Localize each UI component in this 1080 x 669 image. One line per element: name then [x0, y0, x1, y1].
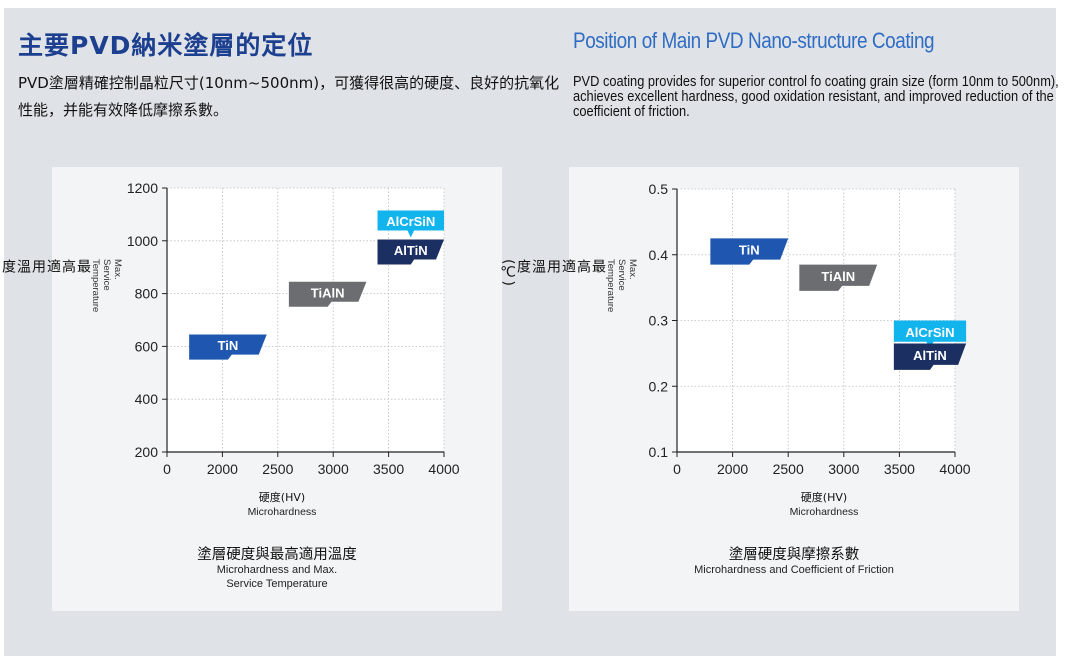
- marker-tialn: TiAlN: [799, 264, 878, 291]
- x-axis-label-cn: 硬度(HV): [258, 491, 306, 504]
- y-tick-label: 0.5: [649, 181, 669, 197]
- x-axis-label-en: Microhardness: [247, 506, 317, 518]
- title-chinese: 主要PVD納米塗層的定位: [18, 31, 314, 60]
- marker-label-altin: AlTiN: [394, 243, 428, 258]
- chart-caption-en-line2: Service Temperature: [226, 578, 328, 590]
- x-tick-label: 3500: [373, 461, 404, 477]
- y-tick-label: 800: [135, 286, 159, 302]
- marker-label-tialn: TiAlN: [311, 285, 345, 300]
- y-tick-label: 0.1: [649, 444, 669, 460]
- x-tick-label: 4000: [428, 461, 459, 477]
- x-tick-label: 2000: [207, 461, 238, 477]
- y-axis-label-cn: 最高適用溫度(℃): [0, 259, 91, 286]
- marker-tin: TiN: [189, 334, 267, 360]
- marker-label-alcrsin: AlCrSiN: [386, 214, 435, 229]
- marker-tin: TiN: [710, 238, 789, 265]
- x-tick-label: 0: [673, 461, 681, 477]
- x-tick-label: 2000: [717, 461, 748, 477]
- description-english: PVD coating provides for superior contro…: [573, 74, 1059, 120]
- chart-card-temperature: 200 400 600 800 1000 1200 0 2000 2500 3000 3500 400…: [0, 167, 502, 611]
- chart-temperature: 200 400 600 800 1000 1200 0 2000 2500 3000 3500 400…: [127, 180, 460, 477]
- y-axis-label-cn: 最高適用溫度(℃): [500, 259, 606, 286]
- y-tick-label: 600: [135, 338, 159, 354]
- plot-area: [167, 188, 444, 452]
- chart-caption-cn: 塗層硬度與最高適用溫度: [197, 547, 357, 563]
- marker-alcrsin: AlCrSiN: [377, 210, 444, 238]
- description-chinese: PVD塗層精確控制晶粒尺寸(10nm~500nm)，可獲得很高的硬度、良好的抗氧…: [18, 74, 560, 119]
- marker-label-tin: TiN: [218, 338, 239, 353]
- chart-card-friction: 0.1 0.2 0.3 0.4 0.5 0 2000 2500 3000 3500 4000 TiN T…: [500, 167, 1019, 611]
- marker-label-alcrsin: AlCrSiN: [905, 325, 954, 340]
- marker-shape-tin: [189, 334, 267, 360]
- marker-alcrsin: AlCrSiN: [893, 320, 967, 349]
- x-tick-label: 3000: [828, 461, 859, 477]
- marker-shape-alcrsin: [377, 210, 444, 238]
- marker-shape-tin: [710, 238, 789, 265]
- y-axis-label-en: Max. Service Temperature: [605, 259, 638, 313]
- x-axis-label-cn: 硬度(HV): [800, 491, 848, 504]
- chart-friction: 0.1 0.2 0.3 0.4 0.5 0 2000 2500 3000 3500 4000 TiN T…: [649, 181, 971, 477]
- y-tick-label: 200: [135, 444, 159, 460]
- marker-shape-tialn: [799, 264, 878, 291]
- marker-altin: AlTiN: [377, 239, 444, 265]
- x-tick-label: 0: [163, 461, 171, 477]
- marker-shape-altin: [377, 239, 444, 265]
- x-tick-label: 3000: [318, 461, 349, 477]
- y-tick-label: 1200: [127, 180, 158, 196]
- x-tick-label: 4000: [939, 461, 970, 477]
- marker-label-tin: TiN: [739, 243, 760, 258]
- marker-shape-alcrsin: [893, 320, 967, 349]
- x-axis-label-en: Microhardness: [789, 506, 859, 518]
- marker-shape-altin: [893, 343, 967, 370]
- marker-label-tialn: TiAlN: [821, 269, 855, 284]
- chart-caption-en-line1: Microhardness and Max.: [216, 564, 338, 576]
- title-english: Position of Main PVD Nano-structure Coat…: [573, 28, 935, 53]
- x-tick-label: 3500: [884, 461, 915, 477]
- y-tick-label: 400: [135, 391, 159, 407]
- marker-shape-tialn: [288, 281, 367, 307]
- x-tick-label: 2500: [773, 461, 804, 477]
- marker-tialn: TiAlN: [288, 281, 367, 307]
- chart-caption-cn: 塗層硬度與摩擦系數: [728, 547, 860, 563]
- x-tick-label: 2500: [262, 461, 293, 477]
- marker-label-altin: AlTiN: [913, 348, 947, 363]
- marker-altin: AlTiN: [893, 343, 967, 370]
- y-axis-label-en: Max. Service Temperature: [90, 259, 123, 313]
- y-tick-label: 0.2: [649, 378, 669, 394]
- y-tick-label: 0.4: [649, 247, 669, 263]
- y-tick-label: 1000: [127, 233, 158, 249]
- chart-caption-en-line1: Microhardness and Coefficient of Frictio…: [694, 564, 894, 576]
- y-tick-label: 0.3: [649, 313, 669, 329]
